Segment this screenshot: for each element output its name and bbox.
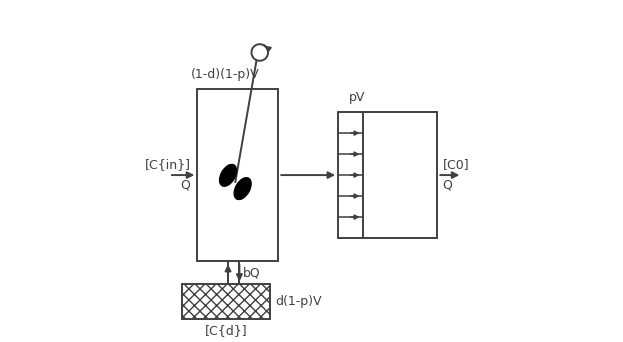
Bar: [197, 89, 278, 261]
Ellipse shape: [219, 165, 237, 186]
Text: (1-d)(1-p)V: (1-d)(1-p)V: [191, 68, 260, 81]
Text: [C{d}]: [C{d}]: [205, 324, 247, 337]
Text: Q: Q: [442, 179, 452, 192]
Bar: [338, 112, 437, 238]
Ellipse shape: [234, 178, 251, 199]
Text: d(1-p)V: d(1-p)V: [275, 295, 321, 308]
Text: Q: Q: [181, 179, 191, 192]
Text: [C0]: [C0]: [442, 158, 469, 171]
Text: bQ: bQ: [243, 266, 260, 279]
Bar: [183, 285, 270, 319]
Text: [C{in}]: [C{in}]: [145, 158, 191, 171]
Text: pV: pV: [349, 91, 365, 104]
